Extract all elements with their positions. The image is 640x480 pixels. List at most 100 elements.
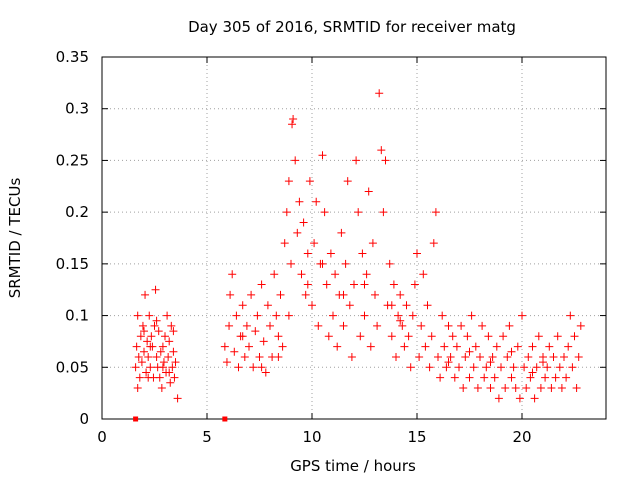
data-point bbox=[419, 270, 428, 279]
data-point bbox=[576, 321, 585, 330]
data-point bbox=[480, 373, 489, 382]
data-point bbox=[465, 347, 474, 356]
data-point bbox=[528, 342, 537, 351]
data-point bbox=[457, 321, 466, 330]
data-point bbox=[173, 394, 182, 403]
data-point bbox=[278, 342, 287, 351]
data-point bbox=[143, 337, 152, 346]
data-point bbox=[520, 363, 529, 372]
data-point bbox=[377, 146, 386, 155]
data-point bbox=[322, 280, 331, 289]
data-point bbox=[469, 363, 478, 372]
data-point bbox=[299, 218, 308, 227]
data-point bbox=[146, 363, 155, 372]
data-point bbox=[389, 280, 398, 289]
data-point bbox=[305, 177, 314, 186]
data-point bbox=[455, 363, 463, 372]
data-point bbox=[140, 327, 148, 336]
data-point bbox=[133, 383, 142, 392]
data-point bbox=[459, 383, 468, 392]
data-point bbox=[499, 332, 508, 341]
data-point bbox=[288, 120, 297, 129]
data-point bbox=[144, 373, 153, 382]
data-point bbox=[413, 249, 421, 258]
data-point bbox=[503, 352, 512, 361]
data-point bbox=[297, 270, 306, 279]
data-point bbox=[444, 358, 453, 367]
data-point bbox=[463, 332, 472, 341]
data-point bbox=[518, 311, 526, 320]
data-point bbox=[465, 373, 474, 382]
data-point bbox=[371, 290, 379, 299]
data-point bbox=[440, 342, 449, 351]
data-point bbox=[486, 383, 495, 392]
data-point bbox=[404, 332, 413, 341]
data-point bbox=[167, 321, 176, 330]
data-point bbox=[339, 290, 348, 299]
y-tick-label: 0.1 bbox=[65, 307, 89, 325]
data-point bbox=[144, 352, 153, 361]
data-point bbox=[545, 342, 554, 351]
data-point bbox=[438, 311, 447, 320]
data-point bbox=[505, 321, 514, 330]
data-point bbox=[360, 311, 369, 320]
data-point bbox=[402, 301, 411, 310]
data-point bbox=[560, 352, 568, 361]
data-point bbox=[484, 332, 493, 341]
data-point bbox=[509, 363, 518, 372]
data-point bbox=[547, 383, 556, 392]
data-point bbox=[421, 342, 430, 351]
data-point bbox=[171, 358, 180, 367]
y-tick-label: 0.2 bbox=[65, 203, 89, 221]
axis-ticks bbox=[101, 56, 606, 420]
data-point bbox=[326, 249, 335, 258]
data-point bbox=[562, 373, 571, 382]
data-point bbox=[312, 197, 321, 206]
data-point bbox=[549, 352, 558, 361]
data-point bbox=[318, 151, 327, 160]
data-point bbox=[164, 352, 173, 361]
data-point bbox=[142, 368, 151, 377]
data-point bbox=[572, 383, 581, 392]
data-point bbox=[360, 280, 369, 289]
data-point bbox=[263, 301, 272, 310]
data-point bbox=[425, 363, 434, 372]
data-point bbox=[385, 259, 394, 268]
data-point bbox=[387, 332, 396, 341]
x-tick-label: 0 bbox=[97, 428, 107, 446]
data-point bbox=[169, 327, 178, 336]
data-point bbox=[261, 368, 270, 377]
x-tick-labels: 0 5 10 15 20 bbox=[97, 428, 531, 446]
data-point bbox=[284, 311, 293, 320]
data-point bbox=[225, 321, 234, 330]
data-point bbox=[337, 228, 346, 237]
data-point bbox=[147, 332, 156, 341]
data-point bbox=[247, 290, 256, 299]
data-point bbox=[324, 332, 333, 341]
data-point bbox=[270, 270, 279, 279]
data-point bbox=[266, 321, 274, 330]
data-point bbox=[511, 383, 520, 392]
data-point bbox=[276, 290, 285, 299]
data-point bbox=[329, 311, 337, 320]
data-point bbox=[165, 368, 174, 377]
data-point bbox=[232, 311, 241, 320]
data-point bbox=[373, 321, 382, 330]
data-point bbox=[446, 352, 455, 361]
data-point bbox=[396, 290, 405, 299]
data-point bbox=[165, 337, 174, 346]
data-point bbox=[557, 383, 566, 392]
data-point bbox=[289, 115, 298, 124]
y-tick-label: 0.15 bbox=[56, 255, 89, 273]
y-tick-label: 0 bbox=[79, 410, 89, 428]
data-point bbox=[448, 332, 457, 341]
data-point bbox=[494, 394, 503, 403]
data-point bbox=[341, 259, 350, 268]
data-point bbox=[410, 280, 419, 289]
data-point bbox=[170, 373, 179, 382]
data-point bbox=[318, 259, 327, 268]
data-point bbox=[526, 373, 535, 382]
data-point bbox=[163, 311, 172, 320]
data-point bbox=[534, 332, 543, 341]
data-point bbox=[272, 311, 281, 320]
